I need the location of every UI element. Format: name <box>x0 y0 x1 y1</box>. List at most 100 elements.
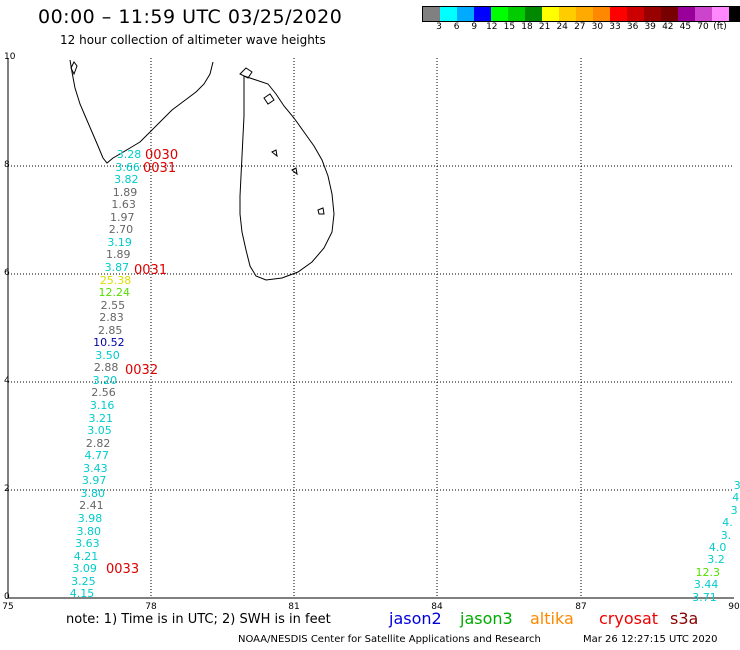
wave-height-value: 3.98 <box>77 511 103 525</box>
color-swatch <box>627 7 644 21</box>
map-frame <box>7 58 734 599</box>
satellite-legend-item: altika <box>530 609 574 628</box>
wave-height-value: 10.52 <box>93 336 125 350</box>
wave-height-value: 3. <box>720 528 732 542</box>
color-swatch <box>729 7 740 21</box>
map-plot <box>7 58 734 599</box>
y-axis-label: 0 <box>4 592 10 602</box>
wave-height-value: 3.28 <box>116 148 142 161</box>
color-scale-tick: 45 <box>679 22 692 32</box>
color-swatch <box>593 7 610 21</box>
wave-height-value: 3.2 <box>707 553 725 567</box>
wave-height-value: 3.25 <box>71 574 96 588</box>
wave-height-value: 2.41 <box>79 499 104 513</box>
wave-height-value: 1.89 <box>112 185 138 199</box>
wave-height-value: 3.63 <box>75 537 100 551</box>
wave-height-value: 2.82 <box>85 436 111 450</box>
wave-height-value: 3.44 <box>693 578 719 592</box>
color-swatch <box>525 7 542 21</box>
color-swatch <box>457 7 474 21</box>
color-swatch <box>474 7 491 21</box>
wave-height-value: 3.80 <box>80 486 105 500</box>
wave-height-value: 12.24 <box>98 286 130 300</box>
x-axis-label: 84 <box>431 602 443 612</box>
color-swatch <box>610 7 627 21</box>
track-time-label: 0031 <box>143 161 177 176</box>
y-axis-label: 2 <box>4 484 10 494</box>
page-title: 00:00 – 11:59 UTC 03/25/2020 <box>38 6 343 28</box>
color-swatch <box>508 7 525 21</box>
credit-line: NOAA/NESDIS Center for Satellite Applica… <box>238 634 541 645</box>
color-scale-tick: 42 <box>662 22 674 32</box>
wave-height-value: 2.55 <box>100 298 126 312</box>
color-swatch <box>678 7 695 21</box>
wave-height-value: 3.21 <box>88 411 114 425</box>
track-time-label: 0032 <box>125 363 159 378</box>
map-gridlines <box>8 58 734 598</box>
wave-height-value: 2.56 <box>91 386 116 400</box>
color-scale-tick: 33 <box>609 22 621 32</box>
wave-height-value: 12.3 <box>695 565 721 579</box>
color-scale-unit: (ft) <box>713 22 727 32</box>
y-axis-label: 4 <box>4 376 10 386</box>
color-swatch <box>559 7 576 21</box>
color-swatch <box>712 7 729 21</box>
track-time-label: 0030 <box>145 148 179 163</box>
satellite-legend-item: s3a <box>670 609 699 628</box>
track-time-label: 0033 <box>106 562 140 577</box>
color-scale-tick: 21 <box>538 22 551 32</box>
wave-height-value: 4.77 <box>84 449 110 463</box>
wave-height-value: 3.71 <box>692 590 717 604</box>
coastline-india <box>69 59 214 164</box>
wave-height-value: 3.66 <box>115 160 140 174</box>
wave-height-value: 4 <box>732 491 740 505</box>
wave-height-value: 3.97 <box>81 474 107 488</box>
color-scale-tick: 15 <box>503 22 516 32</box>
color-scale-tick: 30 <box>591 22 604 32</box>
color-scale-bar <box>422 6 740 22</box>
color-scale-tick: 36 <box>626 22 639 32</box>
color-scale-tick: 6 <box>453 22 460 32</box>
wave-height-value: 2.88 <box>93 361 119 375</box>
wave-height-value: 3 <box>733 479 740 492</box>
coastline-sri-lanka <box>239 67 335 281</box>
wave-height-value: 1.63 <box>111 198 136 212</box>
wave-height-value: 2.70 <box>108 223 134 237</box>
x-axis-label: 78 <box>145 602 157 612</box>
wave-height-value: 3.87 <box>104 260 130 274</box>
satellite-legend-item: jason3 <box>460 609 513 628</box>
wave-height-value: 3 <box>730 503 738 517</box>
track-time-label: 0031 <box>134 263 168 278</box>
wave-height-value: 3.20 <box>92 373 118 387</box>
generation-timestamp: Mar 26 12:27:15 UTC 2020 <box>583 634 718 645</box>
x-axis-label: 87 <box>575 602 587 612</box>
wave-height-value: 3.43 <box>83 461 108 475</box>
color-swatch <box>644 7 661 21</box>
wave-height-value: 25.38 <box>99 273 132 287</box>
color-swatch <box>423 7 440 21</box>
wave-height-value: 4.21 <box>73 549 99 563</box>
color-scale-tick: 3 <box>436 22 442 32</box>
y-axis-label: 10 <box>4 52 16 62</box>
wave-height-value: 4.0 <box>708 541 727 554</box>
wave-height-value: 2.85 <box>97 323 123 337</box>
y-axis-label: 6 <box>4 268 10 278</box>
x-axis-label: 75 <box>2 602 14 612</box>
wave-height-value: 3.82 <box>114 173 139 187</box>
satellite-legend-item: jason2 <box>389 609 442 628</box>
page-subtitle: 12 hour collection of altimeter wave hei… <box>60 33 326 47</box>
satellite-legend-item: cryosat <box>599 609 659 628</box>
color-scale-tick: 39 <box>644 22 656 32</box>
color-scale-tick: 9 <box>471 22 478 32</box>
color-scale-tick: 24 <box>556 22 568 32</box>
footer-note: note: 1) Time is in UTC; 2) SWH is in fe… <box>66 612 331 627</box>
color-swatch <box>491 7 508 21</box>
wave-height-value: 3.09 <box>72 562 97 576</box>
wave-height-value: 3.80 <box>76 524 101 538</box>
color-scale-tick: 27 <box>574 22 586 32</box>
color-swatch <box>695 7 712 21</box>
wave-height-value: 2.83 <box>99 311 124 325</box>
x-axis-label: 90 <box>728 602 740 612</box>
wave-height-value: 3.50 <box>95 348 120 362</box>
color-swatch <box>542 7 559 21</box>
